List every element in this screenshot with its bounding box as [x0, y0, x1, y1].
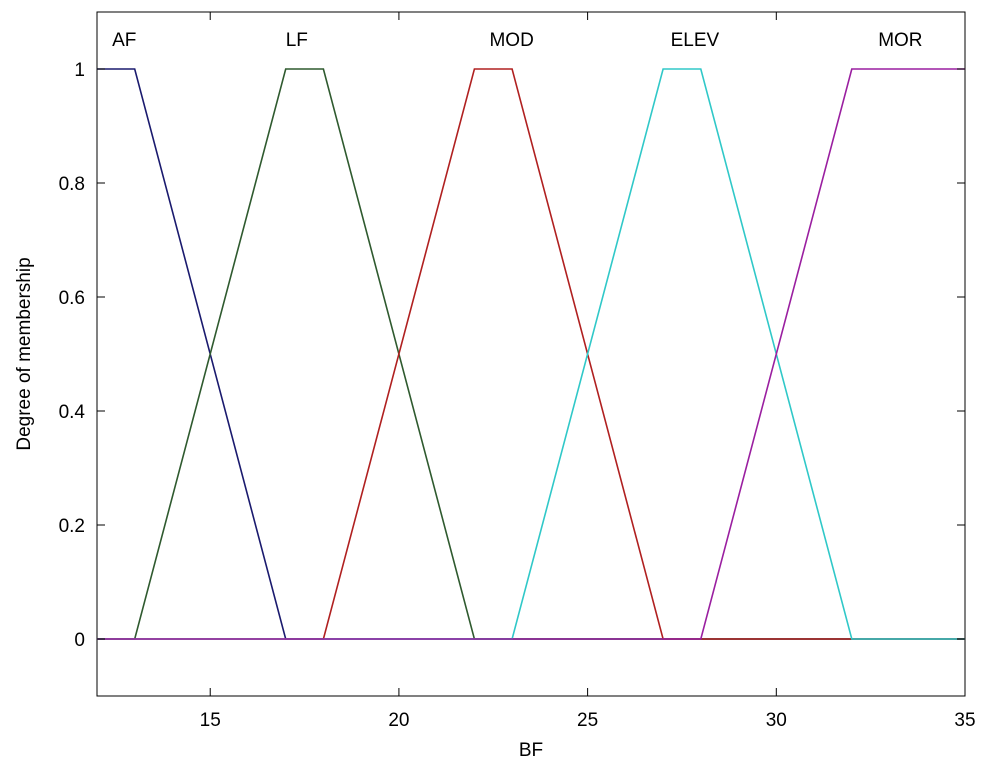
x-tick-label: 20 — [388, 710, 409, 731]
y-tick-label: 0.6 — [59, 288, 85, 309]
series-line-mor — [97, 68, 965, 640]
y-tick-label: 0.2 — [59, 516, 85, 537]
series-annotation-mod: MOD — [489, 30, 533, 51]
y-tick-label: 0.4 — [59, 402, 86, 423]
series-annotation-mor: MOR — [878, 30, 922, 51]
plot-area — [96, 11, 966, 697]
x-axis-label: BF — [519, 740, 543, 761]
x-tick-label: 15 — [200, 710, 221, 731]
x-tick-label: 35 — [954, 710, 975, 731]
series-layer — [97, 68, 965, 640]
y-tick-label: 0 — [74, 630, 85, 651]
x-tick-label: 25 — [577, 710, 598, 731]
y-tick-label: 1 — [74, 60, 85, 81]
y-axis-label: Degree of membership — [14, 257, 35, 450]
tick-layer: 15 20 25 30 35 0 0.2 0.4 0.6 0.8 1 — [59, 12, 976, 731]
series-annotation-elev: ELEV — [671, 30, 720, 51]
series-annotation-lf: LF — [286, 30, 308, 51]
x-tick-label: 30 — [766, 710, 787, 731]
annotation-layer: AF LF MOD ELEV MOR — [112, 30, 922, 51]
y-tick-label: 0.8 — [59, 174, 85, 195]
series-annotation-af: AF — [112, 30, 136, 51]
